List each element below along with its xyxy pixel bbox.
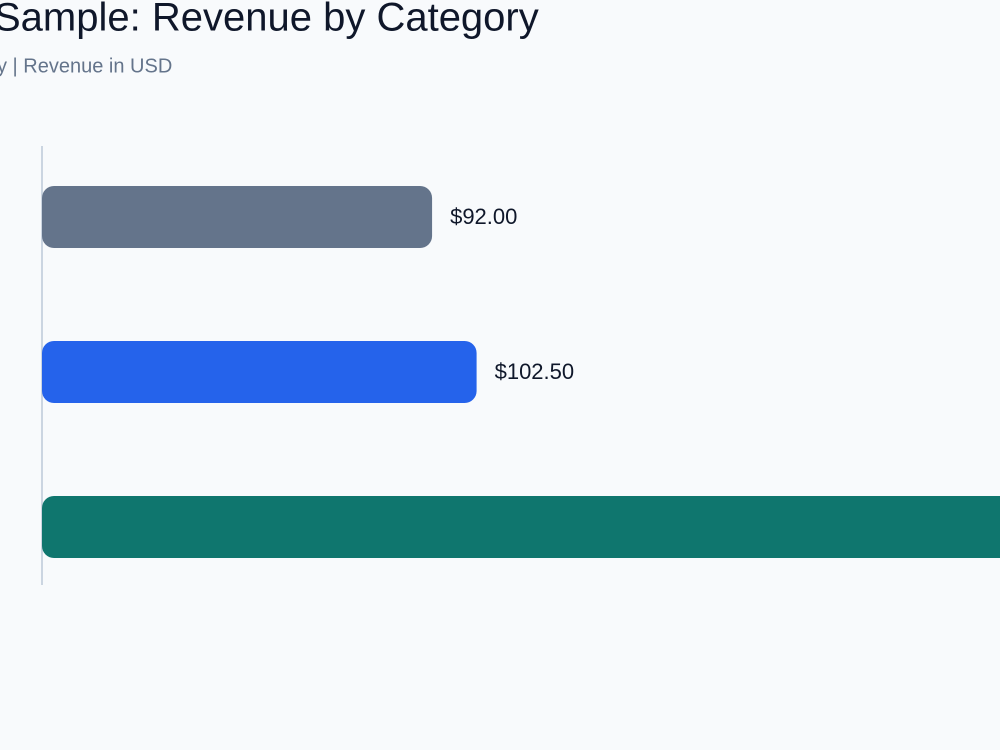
value-label: $92.00: [450, 204, 517, 229]
value-label: $102.50: [495, 359, 575, 384]
chart-subtitle: y | Revenue in USD: [0, 55, 172, 77]
bar: [42, 341, 477, 403]
bar: [42, 186, 433, 248]
chart-title: Sample: Revenue by Category: [0, 0, 539, 40]
bar: [42, 496, 1000, 558]
